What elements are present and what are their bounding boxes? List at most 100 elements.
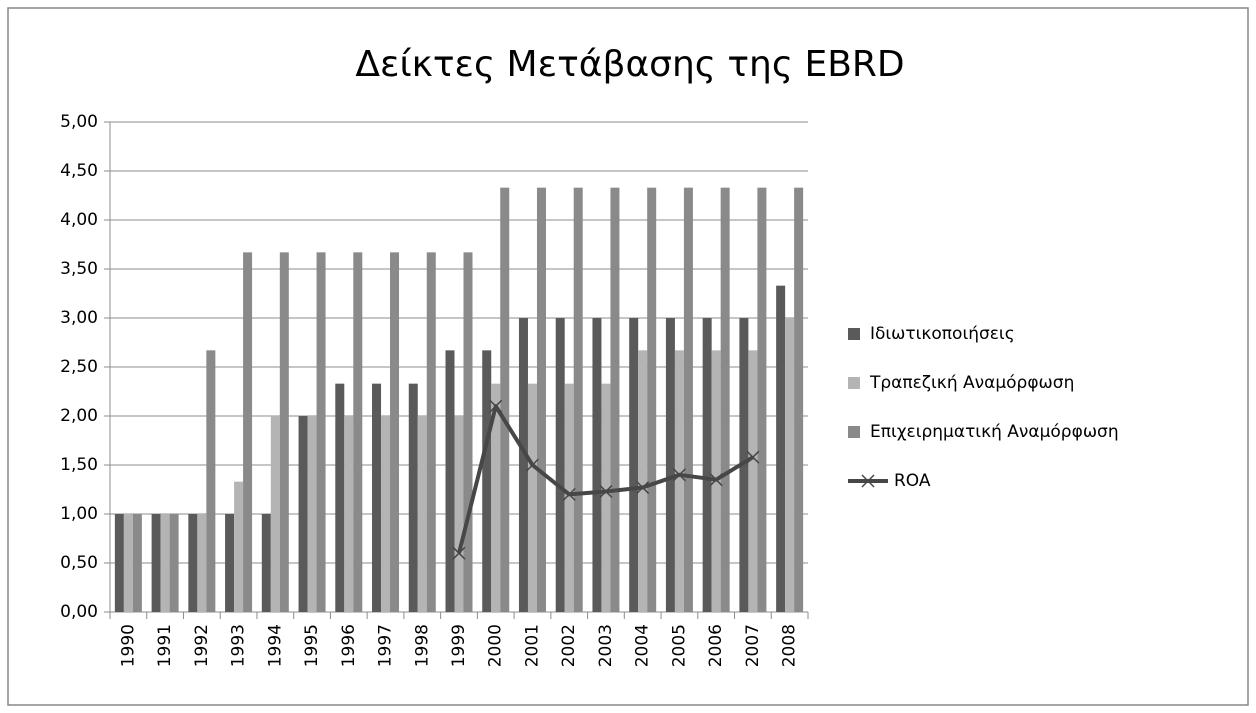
x-tick-label: 2008 xyxy=(780,624,800,667)
x-tick-label: 2004 xyxy=(633,624,653,667)
bar xyxy=(261,514,271,612)
bar xyxy=(463,252,473,612)
x-tick-label: 2003 xyxy=(596,624,616,667)
x-tick-label: 1992 xyxy=(192,624,212,667)
bar xyxy=(610,187,620,612)
legend-swatch xyxy=(848,377,860,389)
bar xyxy=(573,187,583,612)
bar xyxy=(794,187,804,612)
x-tick-label: 1996 xyxy=(339,624,359,667)
line-marker xyxy=(489,399,503,413)
x-tick-label: 1999 xyxy=(449,624,469,667)
x-tick-label: 2002 xyxy=(559,624,579,667)
x-tick-label: 2006 xyxy=(706,624,726,667)
bar xyxy=(647,187,657,612)
x-tick-label: 1994 xyxy=(265,624,285,667)
bar xyxy=(491,383,501,612)
bar xyxy=(748,350,758,612)
x-tick-label: 1995 xyxy=(302,624,322,667)
bar xyxy=(114,514,124,612)
bar xyxy=(482,350,492,612)
x-tick-label: 1991 xyxy=(155,624,175,667)
bar xyxy=(335,383,345,612)
y-tick-label: 5,00 xyxy=(60,112,98,132)
y-tick-label: 0,50 xyxy=(60,553,98,573)
bar xyxy=(720,187,730,612)
line-marker xyxy=(672,468,686,482)
y-tick-label: 3,00 xyxy=(60,308,98,328)
line-marker xyxy=(599,484,613,498)
line-marker xyxy=(525,458,540,472)
bar xyxy=(518,318,528,612)
bar xyxy=(307,416,317,612)
bar xyxy=(206,350,216,612)
legend-label: Επιχειρηματική Αναμόρφωση xyxy=(870,422,1119,442)
x-tick-label: 2000 xyxy=(486,624,506,667)
legend-label: Τραπεζική Αναμόρφωση xyxy=(869,373,1074,393)
bar xyxy=(536,187,546,612)
legend-swatch xyxy=(861,474,875,488)
bar xyxy=(316,252,326,612)
bar xyxy=(683,187,693,612)
bar xyxy=(445,350,455,612)
bar xyxy=(564,383,574,612)
bar xyxy=(197,514,207,612)
x-tick-label: 2005 xyxy=(669,624,689,667)
legend-label: Ιδιωτικοποιήσεις xyxy=(870,324,1015,344)
bar xyxy=(372,383,382,612)
x-tick-label: 1993 xyxy=(229,624,249,667)
bar xyxy=(298,416,308,612)
y-tick-label: 3,50 xyxy=(60,259,98,279)
bar xyxy=(225,514,235,612)
bar xyxy=(408,383,418,612)
bar xyxy=(638,350,648,612)
bar xyxy=(454,416,464,612)
y-tick-label: 0,00 xyxy=(60,602,98,622)
bar xyxy=(169,514,179,612)
x-tick-label: 1990 xyxy=(118,624,138,667)
bar xyxy=(500,187,510,612)
legend-swatch xyxy=(848,328,860,340)
legend-label: ROA xyxy=(894,471,931,491)
bar xyxy=(243,252,253,612)
bar xyxy=(270,416,280,612)
bar xyxy=(279,252,289,612)
bar xyxy=(785,318,795,612)
bar xyxy=(702,318,712,612)
y-tick-label: 1,50 xyxy=(60,455,98,475)
line-marker xyxy=(746,450,760,464)
bar xyxy=(123,514,133,612)
line-marker xyxy=(709,473,723,487)
bar xyxy=(188,514,198,612)
bar xyxy=(757,187,767,612)
x-tick-label: 1998 xyxy=(412,624,432,667)
x-tick-label: 2007 xyxy=(743,624,763,667)
bar xyxy=(417,416,427,612)
bar xyxy=(629,318,639,612)
y-tick-label: 1,00 xyxy=(60,504,98,524)
bar xyxy=(390,252,400,612)
chart-title: Δείκτες Μετάβασης της EBRD xyxy=(355,44,904,85)
bar xyxy=(151,514,161,612)
bar xyxy=(132,514,142,612)
legend-swatch xyxy=(848,426,860,438)
x-tick-label: 2001 xyxy=(522,624,542,667)
y-tick-label: 4,50 xyxy=(60,161,98,181)
line-marker xyxy=(636,481,650,495)
line-marker xyxy=(562,487,576,501)
y-tick-label: 4,00 xyxy=(60,210,98,230)
bar xyxy=(665,318,675,612)
bar xyxy=(776,285,786,612)
bar xyxy=(381,416,391,612)
bar xyxy=(426,252,436,612)
bar xyxy=(674,350,684,612)
bar xyxy=(601,383,611,612)
bar xyxy=(234,481,244,612)
bar xyxy=(592,318,602,612)
line-marker xyxy=(452,546,466,560)
bar xyxy=(344,416,354,612)
bar xyxy=(555,318,565,612)
bar xyxy=(527,383,537,612)
bar xyxy=(160,514,170,612)
